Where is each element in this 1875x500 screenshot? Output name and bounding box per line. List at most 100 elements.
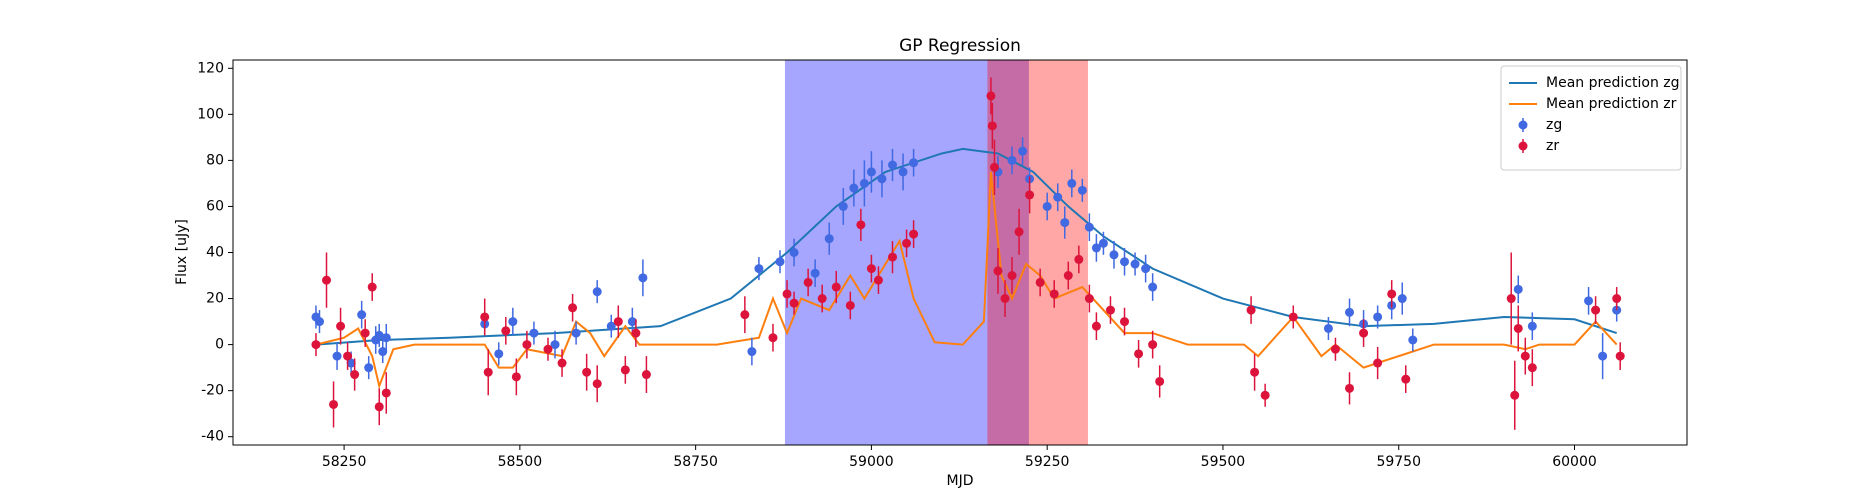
data-point (494, 349, 504, 359)
data-point (1049, 289, 1059, 299)
data-point (866, 264, 876, 274)
data-point (1098, 238, 1108, 248)
data-point (775, 257, 785, 267)
data-point (627, 317, 637, 327)
y-tick-label: 100 (197, 106, 224, 122)
data-point (1520, 351, 1530, 361)
data-point (902, 238, 912, 248)
legend-swatch (1518, 141, 1528, 151)
data-point (1091, 321, 1101, 331)
legend-label: Mean prediction zr (1546, 96, 1677, 112)
data-point (374, 330, 384, 340)
data-point (336, 321, 346, 331)
data-point (1053, 192, 1063, 202)
data-point (993, 266, 1003, 276)
data-point (1141, 264, 1151, 274)
data-point (1035, 277, 1045, 287)
y-tick-label: 60 (206, 198, 224, 214)
data-point (367, 282, 377, 292)
data-point (364, 363, 374, 373)
shaded-span (987, 60, 1088, 445)
data-point (986, 91, 996, 101)
data-point (845, 300, 855, 310)
data-point (1246, 305, 1256, 315)
data-point (1060, 218, 1070, 228)
data-point (1007, 155, 1017, 165)
data-point (1063, 271, 1073, 281)
data-point (909, 158, 919, 168)
legend-label: zr (1546, 138, 1559, 154)
data-point (747, 347, 757, 357)
data-point (789, 298, 799, 308)
data-point (838, 201, 848, 211)
plot-area (311, 60, 1625, 445)
data-point (1155, 376, 1165, 386)
data-point (768, 333, 778, 343)
data-point (1130, 259, 1140, 269)
data-point (1584, 296, 1594, 306)
x-axis-label: MJD (947, 473, 974, 489)
data-point (1067, 178, 1077, 188)
data-point (641, 370, 651, 380)
data-point (1330, 344, 1340, 354)
data-point (987, 121, 997, 131)
data-point (631, 328, 641, 338)
data-point (754, 264, 764, 274)
mean-line (315, 147, 1618, 346)
data-point (1401, 374, 1411, 384)
data-point (1042, 201, 1052, 211)
data-point (1345, 383, 1355, 393)
x-tick-label: 58500 (498, 454, 543, 470)
legend-label: zg (1546, 117, 1562, 133)
data-point (888, 252, 898, 262)
data-point (1260, 390, 1270, 400)
data-point (1408, 335, 1418, 345)
data-point (782, 289, 792, 299)
data-point (1373, 312, 1383, 322)
data-point (357, 310, 367, 320)
data-point (606, 321, 616, 331)
data-point (1018, 146, 1028, 156)
data-point (381, 388, 391, 398)
data-point (1323, 323, 1333, 333)
x-tick-label: 59250 (1025, 454, 1070, 470)
y-tick-label: -40 (201, 429, 224, 445)
y-tick-label: 40 (206, 245, 224, 261)
data-point (571, 328, 581, 338)
data-point (483, 367, 493, 377)
data-point (1120, 317, 1130, 327)
data-point (1615, 351, 1625, 361)
data-point (508, 317, 518, 327)
data-point (1387, 289, 1397, 299)
data-point (1148, 282, 1158, 292)
data-point (1000, 294, 1010, 304)
data-point (322, 275, 332, 285)
data-point (1612, 294, 1622, 304)
data-point (817, 294, 827, 304)
data-point (543, 344, 553, 354)
data-point (329, 399, 339, 409)
axes-frame (232, 59, 1688, 446)
data-point (1120, 257, 1130, 267)
data-point (1134, 349, 1144, 359)
data-point (314, 317, 324, 327)
data-point (592, 287, 602, 297)
data-point (350, 370, 360, 380)
data-point (1084, 222, 1094, 232)
x-tick-label: 58750 (673, 454, 718, 470)
data-point (1077, 185, 1087, 195)
data-point (332, 351, 342, 361)
data-point (873, 275, 883, 285)
data-point (311, 340, 321, 350)
data-point (381, 333, 391, 343)
y-tick-label: 80 (206, 152, 224, 168)
data-point (1084, 294, 1094, 304)
data-point (810, 268, 820, 278)
data-point (1148, 340, 1158, 350)
data-point (1109, 250, 1119, 260)
y-tick-label: 0 (215, 337, 224, 353)
data-point (582, 367, 592, 377)
data-point (1105, 305, 1115, 315)
data-point (1527, 321, 1537, 331)
